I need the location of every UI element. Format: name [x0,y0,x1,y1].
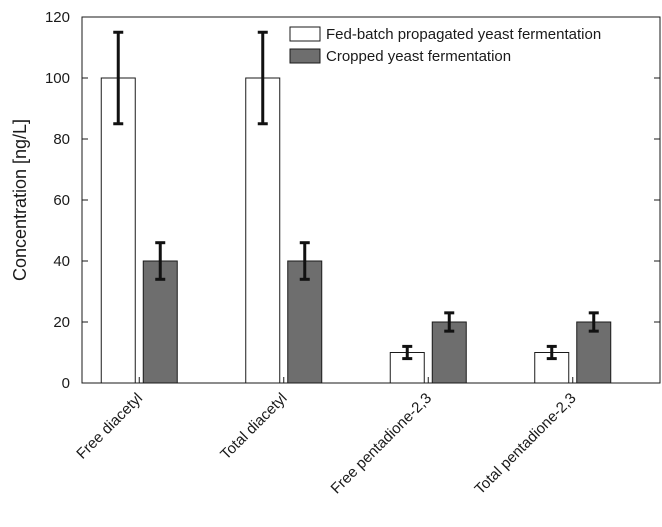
bar-fed-batch-0 [100,77,136,384]
y-axis-label: Concentration [ng/L] [10,119,30,281]
legend-label-0: Fed-batch propagated yeast fermentation [326,26,601,43]
x-tick-label-0: Free diacetyl [73,390,146,463]
legend-swatch-0 [289,26,321,42]
y-tick-label-5: 100 [45,70,70,87]
x-tick-label-3: Total pentadione-2,3 [471,390,579,498]
legend-label-1: Cropped yeast fermentation [326,48,511,65]
bar-cropped-0 [142,260,178,384]
legend-swatch-1 [289,48,321,64]
ticks-layer: Free diacetyl Total diacetyl Free pentadio… [45,9,660,498]
x-tick-label-2: Free pentadione-2,3 [328,390,436,498]
bars-layer [100,77,612,384]
legend: Fed-batch propagated yeast fermentation C… [289,26,601,65]
bar-cropped-1 [287,260,323,384]
y-tick-label-2: 40 [53,253,70,270]
y-tick-label-0: 0 [62,375,70,392]
y-tick-label-6: 120 [45,9,70,26]
error-bars-layer [113,30,599,361]
y-tick-label-3: 60 [53,192,70,209]
y-tick-label-1: 20 [53,314,70,331]
x-tick-label-1: Total diacetyl [217,390,290,463]
y-tick-label-4: 80 [53,131,70,148]
